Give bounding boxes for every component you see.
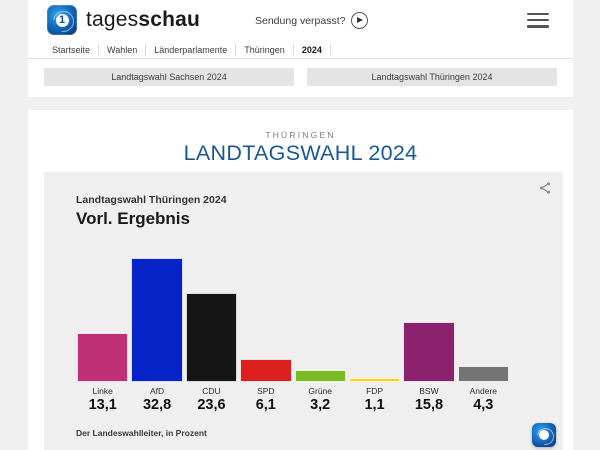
label-group-linke: Linke 13,1 bbox=[77, 386, 128, 414]
page-title: LANDTAGSWAHL 2024 bbox=[183, 141, 418, 165]
header-top-bar: 1 tagesschau Sendung verpasst? bbox=[28, 0, 573, 41]
bar-column-fdp bbox=[348, 250, 401, 382]
party-name-andere: Andere bbox=[469, 386, 498, 396]
burger-line bbox=[527, 19, 549, 22]
bar-gruene[interactable] bbox=[294, 369, 346, 382]
brand-bold: schau bbox=[138, 8, 201, 31]
play-icon[interactable] bbox=[351, 12, 369, 29]
party-value-bsw: 15,8 bbox=[414, 397, 444, 413]
party-name-linke: Linke bbox=[92, 386, 113, 396]
sendung-verpasst-label: Sendung verpasst? bbox=[255, 14, 346, 27]
brand-wordmark: tagesschau bbox=[86, 8, 200, 32]
bar-andere[interactable] bbox=[457, 365, 509, 382]
chart-subtitle: Landtagswahl Thüringen 2024 bbox=[76, 194, 227, 206]
burger-line bbox=[527, 25, 549, 28]
party-name-afd: AfD bbox=[149, 386, 165, 396]
main-content-card: THÜRINGEN LANDTAGSWAHL 2024 Landtagswahl… bbox=[28, 110, 573, 450]
breadcrumb-item-startseite[interactable]: Startseite bbox=[52, 43, 100, 56]
breadcrumb-item-wahlen[interactable]: Wahlen bbox=[99, 43, 147, 56]
result-chart-panel: Landtagswahl Thüringen 2024 Vorl. Ergebn… bbox=[44, 172, 563, 450]
bar-column-linke bbox=[77, 250, 129, 382]
logo-one-glyph: 1 bbox=[59, 14, 66, 26]
label-group-fdp: FDP 1,1 bbox=[349, 386, 400, 414]
bar-column-afd bbox=[131, 250, 183, 382]
label-group-gruene: Grüne 3,2 bbox=[295, 386, 346, 414]
bar-cdu[interactable] bbox=[185, 293, 238, 382]
page-kicker: THÜRINGEN bbox=[265, 130, 336, 140]
tab-card: Landtagswahl Sachsen 2024 Landtagswahl T… bbox=[28, 59, 573, 97]
party-value-fdp: 1,1 bbox=[364, 397, 385, 413]
tab-landtagswahl-sachsen-2024[interactable]: Landtagswahl Sachsen 2024 bbox=[44, 68, 294, 86]
label-group-cdu: CDU 23,6 bbox=[186, 386, 237, 414]
label-group-spd: SPD 6,1 bbox=[240, 386, 291, 414]
bar-column-cdu bbox=[185, 250, 238, 382]
bar-column-bsw bbox=[403, 250, 455, 382]
bar-fdp[interactable] bbox=[348, 377, 401, 382]
party-value-gruene: 3,2 bbox=[310, 397, 331, 413]
label-group-andere: Andere 4,3 bbox=[458, 386, 509, 414]
bar-bsw[interactable] bbox=[403, 322, 455, 382]
share-icon[interactable] bbox=[538, 181, 552, 195]
party-value-spd: 6,1 bbox=[255, 397, 276, 413]
bar-spd[interactable] bbox=[240, 359, 292, 382]
bar-chart-plot-area bbox=[77, 250, 509, 382]
party-value-cdu: 23,6 bbox=[197, 397, 226, 413]
party-name-cdu: CDU bbox=[202, 386, 221, 396]
tagesschau-app-icon[interactable] bbox=[532, 423, 556, 447]
party-value-linke: 13,1 bbox=[88, 397, 117, 413]
breadcrumb-item-2024[interactable]: 2024 bbox=[294, 43, 331, 56]
sendung-verpasst-link[interactable]: Sendung verpasst? bbox=[255, 12, 369, 29]
logo-link[interactable]: 1 tagesschau bbox=[47, 5, 200, 35]
chart-source-note: Der Landeswahlleiter, in Prozent bbox=[76, 428, 207, 438]
bar-chart-labels: Linke 13,1 AfD 32,8 CDU 23,6 SPD 6,1 Grü… bbox=[77, 386, 509, 414]
election-tab-list: Landtagswahl Sachsen 2024 Landtagswahl T… bbox=[44, 68, 557, 86]
hamburger-menu-icon[interactable] bbox=[527, 13, 549, 28]
brand-light: tages bbox=[86, 8, 139, 31]
party-name-spd: SPD bbox=[257, 386, 275, 396]
label-group-bsw: BSW 15,8 bbox=[403, 386, 454, 414]
tagesschau-logo-icon: 1 bbox=[47, 5, 77, 35]
party-name-bsw: BSW bbox=[419, 386, 439, 396]
breadcrumb-item-thueringen[interactable]: Thüringen bbox=[236, 43, 294, 56]
party-value-andere: 4,3 bbox=[473, 397, 494, 413]
breadcrumb-item-laenderparlamente[interactable]: Länderparlamente bbox=[146, 43, 237, 56]
breadcrumb: Startseite Wahlen Länderparlamente Thüri… bbox=[28, 41, 573, 59]
bar-column-gruene bbox=[294, 250, 346, 382]
label-group-afd: AfD 32,8 bbox=[131, 386, 182, 414]
bar-series bbox=[77, 250, 509, 382]
bar-afd[interactable] bbox=[131, 258, 183, 382]
chart-title: Vorl. Ergebnis bbox=[76, 209, 190, 228]
bar-linke[interactable] bbox=[77, 332, 129, 382]
party-value-afd: 32,8 bbox=[142, 397, 172, 413]
tab-landtagswahl-thueringen-2024[interactable]: Landtagswahl Thüringen 2024 bbox=[307, 68, 557, 86]
burger-line bbox=[527, 13, 549, 16]
party-name-gruene: Grüne bbox=[308, 386, 332, 396]
party-name-fdp: FDP bbox=[366, 386, 384, 396]
site-header: 1 tagesschau Sendung verpasst? Startseit… bbox=[28, 0, 573, 59]
bar-column-andere bbox=[457, 250, 509, 382]
bar-column-spd bbox=[240, 250, 292, 382]
